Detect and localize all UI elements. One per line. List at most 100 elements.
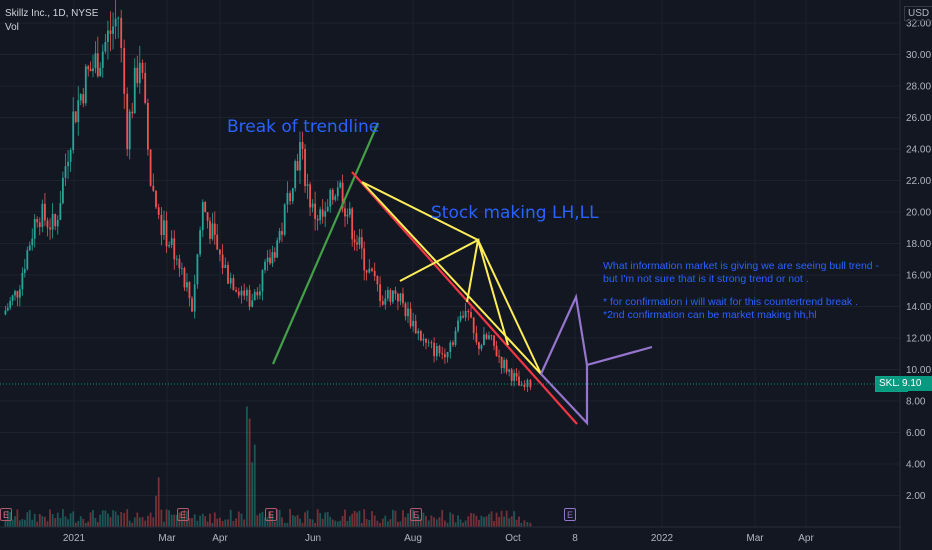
price-tick-label: 30.00 (906, 50, 931, 61)
candle-body (526, 379, 529, 387)
candle-body (6, 307, 9, 311)
candle-body (368, 268, 371, 273)
candle-body (4, 310, 7, 315)
candle-body (59, 203, 62, 221)
candle-body (173, 238, 176, 260)
volume-bar (500, 510, 503, 527)
candle-body (9, 300, 12, 308)
uptrend-line (271, 122, 380, 365)
candle-body (365, 270, 368, 273)
candle-body (123, 48, 126, 94)
volume-bar (163, 521, 165, 527)
candle-body (467, 311, 470, 313)
candle-body (235, 290, 237, 292)
volume-bar (14, 516, 16, 527)
candle-body (304, 149, 306, 186)
volume-bar (96, 522, 99, 527)
candle-body (136, 67, 139, 84)
earnings-badge-upcoming[interactable]: E (564, 508, 576, 521)
volume-bar (136, 512, 139, 527)
candle-body (356, 242, 358, 245)
candle-body (11, 295, 14, 301)
volume-bar (240, 513, 243, 527)
candle-body (74, 111, 77, 123)
volume-bar (206, 521, 209, 527)
price-tick-label: 20.00 (906, 208, 931, 219)
candle-body (178, 258, 181, 269)
time-tick-label: Mar (158, 533, 176, 544)
volume-bar (131, 522, 134, 527)
candle-body (157, 207, 160, 215)
candle-body (56, 220, 59, 227)
candle-body (422, 339, 425, 341)
volume-bar (178, 512, 181, 527)
candle-body (438, 346, 441, 354)
candle-body (193, 284, 196, 312)
volume-bar (276, 509, 279, 527)
candle-body (144, 72, 147, 103)
volume-bar (314, 522, 317, 527)
volume-bar (365, 519, 368, 527)
volume-bar (520, 522, 523, 527)
candle-body (348, 208, 351, 215)
candle-body (261, 270, 264, 292)
symbol-title: Skillz Inc., 1D, NYSE (5, 8, 99, 19)
candle-body (232, 278, 235, 291)
volume-bar (82, 518, 85, 527)
candle-body (216, 234, 219, 250)
candle-body (23, 269, 26, 273)
note-line: but I'm not sure that is it strong trend… (603, 273, 809, 285)
price-tick-label: 24.00 (906, 145, 931, 156)
candle-body (114, 18, 117, 27)
volume-bar (144, 520, 147, 527)
volume-bar (425, 515, 427, 527)
candle-body (224, 264, 227, 268)
volume-bar (188, 518, 191, 527)
volume-bar (526, 522, 529, 527)
candle-body (397, 293, 399, 302)
volume-bar (304, 512, 306, 527)
volume-bar (505, 510, 508, 527)
earnings-badge[interactable]: E (265, 508, 277, 521)
earnings-badge[interactable]: E (410, 508, 422, 521)
candle-body (201, 202, 204, 231)
volume-histogram (4, 406, 532, 527)
candle-body (495, 345, 498, 356)
volume-bar (84, 522, 87, 527)
candle-body (289, 192, 291, 202)
volume-bar (4, 519, 7, 527)
trendline-break-annotation[interactable]: Break of trendline (227, 117, 380, 137)
volume-bar (490, 511, 493, 527)
volume-bar (376, 520, 379, 527)
candle-body (331, 189, 334, 200)
currency-label[interactable]: USD (904, 6, 932, 21)
candle-body (449, 342, 452, 352)
volume-bar (324, 512, 327, 527)
volume-bar (446, 522, 449, 527)
candle-body (271, 252, 274, 264)
volume-bar (56, 512, 59, 527)
candle-body (384, 298, 387, 305)
candle-body (170, 238, 173, 246)
volume-bar (253, 444, 256, 527)
volume-bar (281, 517, 283, 527)
candle-body (391, 290, 394, 302)
candle-body (500, 357, 503, 369)
volume-bar (498, 516, 500, 527)
candle-body (515, 373, 518, 377)
earnings-badge[interactable]: E (177, 508, 189, 521)
candle-body (51, 213, 54, 230)
candle-body (485, 334, 488, 339)
volume-bar (109, 517, 112, 527)
candle-body (513, 373, 516, 381)
candle-body (31, 238, 34, 246)
candle-body (404, 303, 407, 317)
candle-body (470, 312, 472, 318)
earnings-badge[interactable]: E (0, 508, 12, 521)
analysis-note[interactable]: What information market is giving we are… (603, 260, 932, 322)
candle-body (503, 360, 506, 369)
lower-highs-annotation[interactable]: Stock making LH,LL (431, 203, 599, 223)
volume-bar (107, 513, 109, 527)
volume-bar (101, 510, 104, 527)
